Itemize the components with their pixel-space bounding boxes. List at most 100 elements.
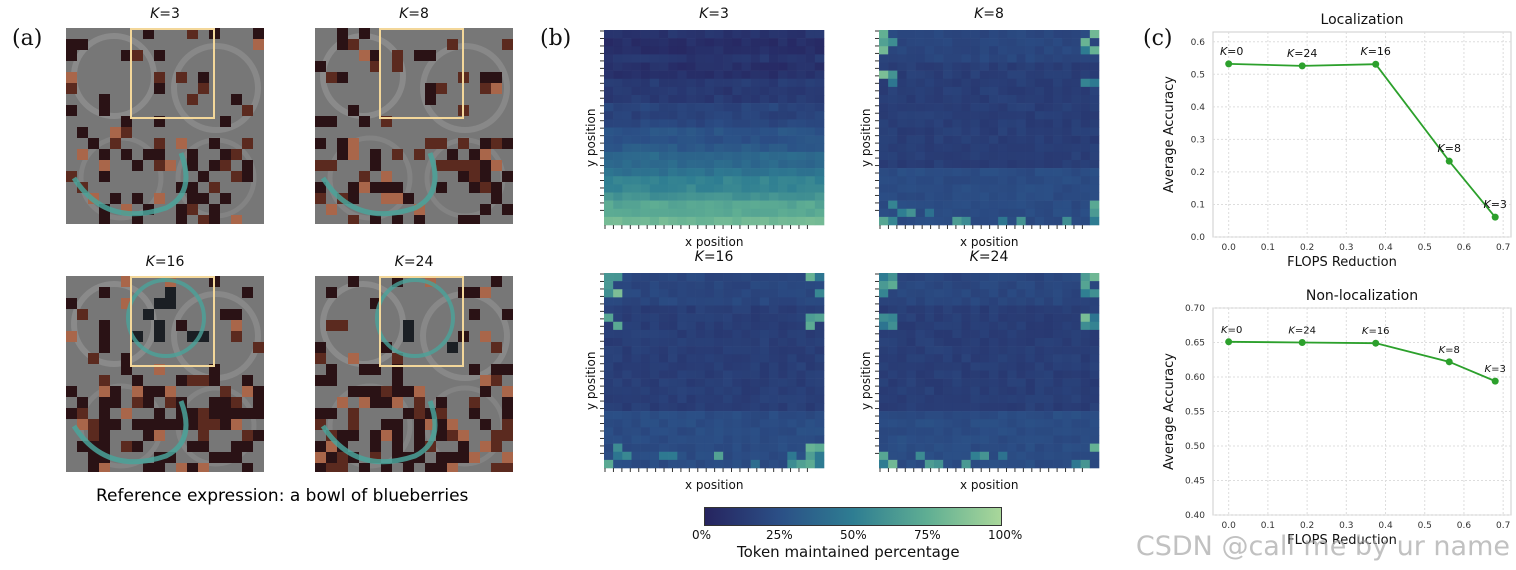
- heatmap-1: [875, 30, 1100, 229]
- ytick-1-0: 0.40: [1185, 511, 1205, 521]
- heatmap-xlabel-2: x position: [685, 478, 744, 492]
- data-point-0-0: [1225, 60, 1233, 68]
- point-label-0-2: K=16: [1361, 45, 1391, 58]
- panel-a-title-3: K=24: [354, 254, 474, 270]
- line-chart-1: 0.40 0.45 0.50 0.55 0.60 0.65 0.70 0.0 0.1 0.2 0.3…: [1162, 288, 1512, 548]
- chart-xlabel-1: FLOPS Reduction: [1287, 533, 1397, 548]
- ytick-1-2: 0.50: [1185, 442, 1205, 452]
- data-point-1-2: [1372, 339, 1380, 347]
- heatmap-2: [600, 273, 825, 472]
- xtick-1-6: 0.6: [1457, 521, 1472, 531]
- xtick-1-5: 0.5: [1418, 521, 1432, 531]
- chart-ylabel-1: Average Accuracy: [1162, 353, 1177, 470]
- ytick-0-3: 0.3: [1191, 135, 1205, 145]
- ytick-1-1: 0.45: [1185, 477, 1205, 487]
- heatmap-xlabel-0: x position: [685, 235, 744, 249]
- xtick-0-4: 0.4: [1378, 243, 1393, 253]
- xtick-1-3: 0.3: [1339, 521, 1353, 531]
- ytick-0-6: 0.6: [1191, 38, 1206, 48]
- data-point-0-3: [1445, 157, 1453, 165]
- colorbar-label: Token maintained percentage: [737, 543, 960, 561]
- watermark: CSDN @call me by ur name: [1135, 531, 1510, 562]
- colorbar-tick-3: 75%: [914, 528, 941, 542]
- colorbar-tick-0: 0%: [692, 528, 712, 542]
- point-label-1-1: K=24: [1288, 326, 1316, 337]
- xtick-1-4: 0.4: [1378, 521, 1393, 531]
- panel-a-title-1-k: K: [399, 6, 409, 22]
- panel-a-title-1: K=8: [354, 6, 474, 22]
- xtick-0-0: 0.0: [1222, 243, 1237, 253]
- panel-b-title-0-k: K: [699, 6, 709, 22]
- xtick-0-7: 0.7: [1496, 243, 1510, 253]
- data-point-0-1: [1298, 62, 1306, 70]
- panel-b-title-2-k: K: [694, 249, 704, 265]
- heatmap-ylabel-3: y position: [859, 351, 873, 410]
- heatmap-ylabel-1: y position: [859, 108, 873, 167]
- masked-image-2: [66, 276, 264, 472]
- panel-b-title-1-value: =8: [983, 6, 1004, 22]
- panel-b-title-1: K=8: [929, 6, 1049, 22]
- panel-a-title-2-k: K: [145, 254, 155, 270]
- panel-a-title-1-value: =8: [408, 6, 429, 22]
- point-label-1-2: K=16: [1362, 326, 1390, 337]
- reference-expression: Reference expression: a bowl of blueberr…: [96, 486, 469, 506]
- xtick-0-2: 0.2: [1300, 243, 1314, 253]
- xtick-0-1: 0.1: [1261, 243, 1275, 253]
- panel-a-title-3-k: K: [394, 254, 404, 270]
- ytick-0-1: 0.1: [1191, 200, 1205, 210]
- panel-b-title-0: K=3: [654, 6, 774, 22]
- ytick-1-6: 0.70: [1185, 304, 1205, 314]
- masked-image-0: [66, 28, 264, 224]
- colorbar-tick-1: 25%: [766, 528, 793, 542]
- heatmap-ylabel-2: y position: [584, 351, 598, 410]
- heatmap-xlabel-1: x position: [960, 235, 1019, 249]
- panel-a-title-0-k: K: [150, 6, 160, 22]
- ytick-0-5: 0.5: [1191, 70, 1205, 80]
- panel-a-title-0: K=3: [105, 6, 225, 22]
- line-chart-0: 0.0 0.1 0.2 0.3 0.4 0.5 0.6 0.0 0.1 0.2 0.3 0.4 0.5 0…: [1162, 12, 1512, 270]
- xtick-0-6: 0.6: [1457, 243, 1472, 253]
- xtick-1-7: 0.7: [1496, 521, 1510, 531]
- xtick-1-0: 0.0: [1222, 521, 1237, 531]
- point-label-0-4: K=3: [1483, 198, 1506, 211]
- heatmap-0: [600, 30, 825, 229]
- ytick-0-2: 0.2: [1191, 168, 1205, 178]
- data-point-1-0: [1225, 338, 1233, 346]
- panel-label-c: (c): [1143, 26, 1173, 51]
- panel-a-title-3-value: =24: [403, 254, 434, 270]
- xtick-0-5: 0.5: [1418, 243, 1432, 253]
- point-label-1-0: K=0: [1221, 325, 1242, 336]
- point-label-0-1: K=24: [1287, 47, 1317, 60]
- point-label-0-3: K=8: [1438, 142, 1461, 155]
- panel-label-b: (b): [540, 26, 572, 51]
- xtick-1-2: 0.2: [1300, 521, 1314, 531]
- chart-title-1: Non-localization: [1306, 288, 1418, 304]
- panel-b-title-1-k: K: [974, 6, 984, 22]
- data-point-1-4: [1491, 377, 1499, 385]
- plot-frame-0: [1212, 31, 1512, 238]
- ytick-0-0: 0.0: [1191, 233, 1206, 243]
- xtick-1-1: 0.1: [1261, 521, 1275, 531]
- chart-xlabel-0: FLOPS Reduction: [1287, 255, 1397, 270]
- ytick-0-4: 0.4: [1191, 103, 1206, 113]
- ytick-1-3: 0.55: [1185, 408, 1205, 418]
- point-label-0-0: K=0: [1220, 45, 1243, 58]
- panel-b-title-2-value: =16: [703, 249, 734, 265]
- panel-b-title-3-value: =24: [978, 249, 1009, 265]
- chart-ylabel-0: Average Accuracy: [1162, 76, 1177, 193]
- data-point-0-2: [1372, 60, 1380, 68]
- heatmap-3: [875, 273, 1100, 472]
- colorbar: [704, 507, 1002, 526]
- panel-a-title-2-value: =16: [154, 254, 185, 270]
- panel-c-charts: 0.00.10.20.30.40.50.60.0 0.1 0.2 0.3 0.4 0.5 0…: [1162, 12, 1512, 548]
- heatmap-xlabel-3: x position: [960, 478, 1019, 492]
- masked-image-1: [315, 28, 513, 224]
- panel-a-title-0-value: =3: [159, 6, 180, 22]
- xtick-0-3: 0.3: [1339, 243, 1353, 253]
- ytick-1-4: 0.60: [1185, 373, 1205, 383]
- data-point-0-4: [1491, 213, 1499, 221]
- panel-b-title-0-value: =3: [708, 6, 729, 22]
- chart-title-0: Localization: [1321, 12, 1404, 28]
- ytick-1-5: 0.65: [1185, 339, 1205, 349]
- panel-b-title-3: K=24: [929, 249, 1049, 265]
